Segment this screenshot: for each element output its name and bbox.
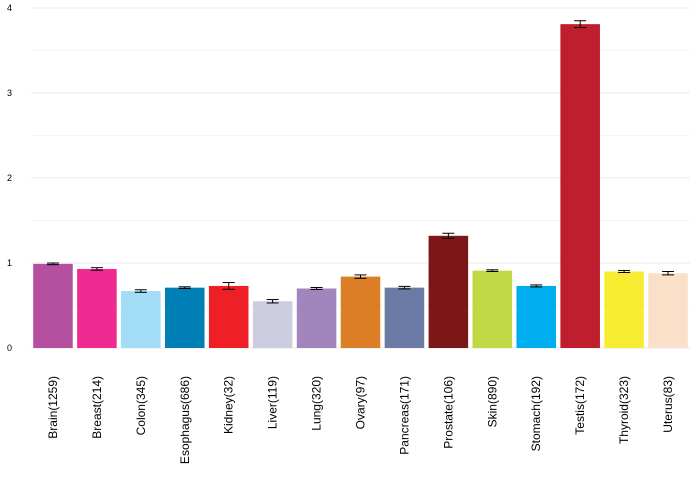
bar: [33, 263, 73, 348]
error-bar: [134, 289, 147, 293]
x-category-label: Esophagus(686): [178, 376, 192, 464]
x-category-label: Prostate(106): [441, 376, 455, 449]
y-tick-label: 4: [7, 3, 12, 13]
x-category-label: Liver(119): [266, 376, 280, 429]
bar: [296, 288, 337, 348]
error-bar: [574, 20, 587, 29]
x-category-label: Ovary(97): [354, 376, 368, 429]
bar: [472, 270, 513, 348]
bar: [384, 287, 425, 348]
x-category-label: Breast(214): [90, 376, 104, 439]
x-category-label: Lung(320): [310, 376, 324, 431]
bar: [516, 285, 557, 348]
x-category-label: Colon(345): [134, 376, 148, 435]
bar: [77, 268, 117, 348]
bar: [648, 273, 688, 348]
x-category-label: Brain(1259): [46, 376, 60, 439]
error-bar: [90, 267, 103, 271]
error-bars: [46, 20, 675, 304]
y-tick-label: 0: [7, 343, 12, 353]
error-bar: [222, 282, 235, 290]
x-category-label: Skin(890): [485, 376, 499, 427]
x-category-label: Uterus(83): [661, 376, 675, 433]
error-bar: [662, 271, 675, 276]
error-bar: [310, 286, 323, 291]
bar: [252, 301, 293, 348]
bar: [428, 235, 469, 348]
bars: [33, 24, 688, 349]
error-bar: [266, 299, 279, 304]
y-tick-label: 2: [7, 173, 12, 183]
bar: [604, 271, 644, 348]
x-category-label: Testis(172): [573, 376, 587, 435]
error-bar: [486, 269, 499, 272]
error-bar: [178, 286, 191, 289]
error-bar: [46, 262, 59, 266]
x-category-label: Thyroid(323): [617, 376, 631, 444]
bar: [208, 285, 249, 348]
bar: [340, 276, 381, 348]
x-category-label: Stomach(192): [529, 376, 543, 451]
x-category-label: Kidney(32): [222, 376, 236, 434]
bar: [121, 291, 161, 348]
bar: [164, 287, 205, 348]
error-bar: [354, 274, 367, 279]
y-tick-label: 1: [7, 258, 12, 268]
error-bar: [618, 269, 631, 274]
y-tick-label: 3: [7, 88, 12, 98]
error-bar: [398, 285, 411, 290]
y-axis-tick-labels: 0 1 2 3 4: [7, 3, 12, 353]
error-bar: [442, 232, 455, 239]
error-bar: [530, 284, 543, 288]
bar: [560, 24, 600, 349]
x-axis-category-labels: Brain(1259) Breast(214) Colon(345) Esophagu…: [46, 376, 675, 464]
x-category-label: Pancreas(171): [397, 376, 411, 455]
